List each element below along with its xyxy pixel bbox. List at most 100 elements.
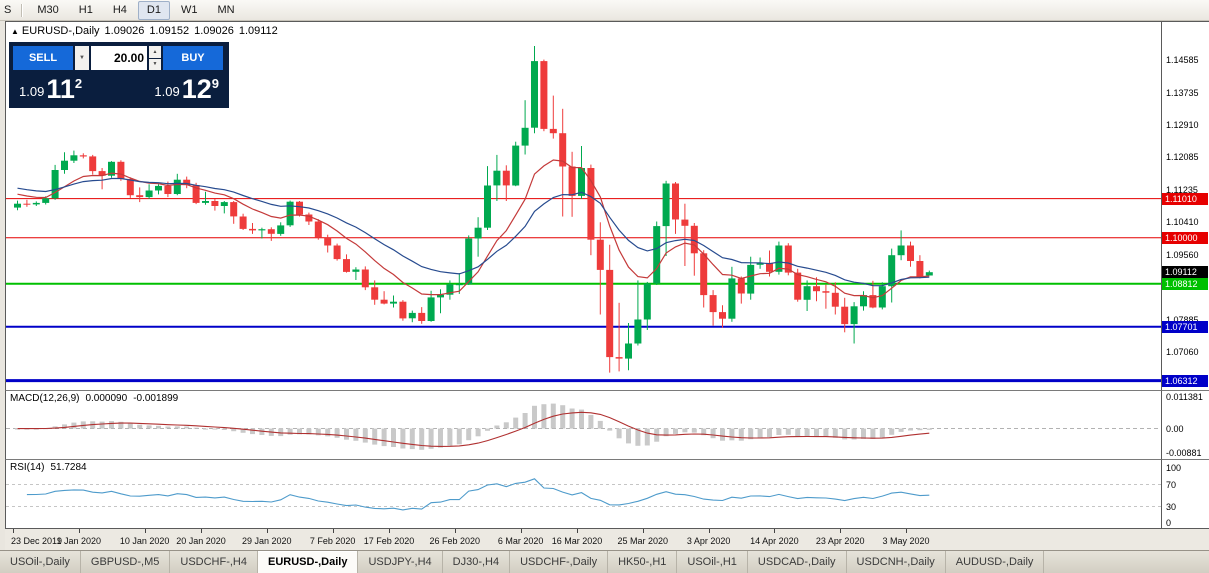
chart-tab-eurusd-daily[interactable]: EURUSD-,Daily bbox=[258, 551, 359, 573]
chart-tab-usdchf-h4[interactable]: USDCHF-,H4 bbox=[170, 551, 258, 573]
chart-tab-usoil-h1[interactable]: USOil-,H1 bbox=[677, 551, 748, 573]
candle-body bbox=[860, 295, 867, 307]
macd-bar bbox=[832, 428, 838, 438]
candle-body bbox=[728, 278, 736, 319]
date-tick bbox=[266, 529, 268, 533]
buy-button[interactable]: BUY bbox=[163, 46, 223, 70]
price-chart[interactable] bbox=[6, 22, 1161, 390]
price-tick: 1.10410 bbox=[1166, 216, 1199, 227]
macd-bar bbox=[240, 428, 246, 433]
sell-button[interactable]: SELL bbox=[13, 46, 73, 70]
candle-body bbox=[831, 292, 839, 307]
candle-body bbox=[813, 286, 820, 292]
candle-body bbox=[502, 170, 510, 186]
macd-bar bbox=[710, 428, 716, 439]
high-value: 1.09152 bbox=[149, 25, 190, 37]
chart-tab-gbpusd-m5[interactable]: GBPUSD-,M5 bbox=[81, 551, 171, 573]
macd-bar bbox=[842, 428, 848, 440]
sell-price-display: 1.09 11 2 bbox=[19, 76, 82, 103]
timeframe-button-s[interactable]: S bbox=[4, 3, 12, 16]
rsi-panel[interactable]: RSI(14) 51.7284 bbox=[5, 459, 1161, 528]
candle-body bbox=[211, 201, 219, 206]
close-value: 1.09112 bbox=[238, 25, 278, 37]
candle-body bbox=[324, 237, 332, 246]
date-label: 20 Jan 2020 bbox=[176, 536, 226, 546]
timeframe-button-h1[interactable]: H1 bbox=[78, 3, 93, 16]
macd-panel[interactable]: MACD(12,26,9) 0.000090 -0.001899 bbox=[5, 390, 1161, 459]
date-tick bbox=[840, 529, 842, 533]
date-label: 14 Apr 2020 bbox=[750, 536, 799, 546]
volume-decrement-button[interactable]: ▼ bbox=[149, 58, 161, 70]
macd-header: MACD(12,26,9) 0.000090 -0.001899 bbox=[10, 393, 178, 404]
candle-body bbox=[42, 198, 50, 203]
macd-bar bbox=[287, 428, 293, 435]
candle-body bbox=[183, 179, 191, 186]
price-chart-panel[interactable]: ▲ EURUSD-,Daily 1.09026 1.09152 1.09026 1.091… bbox=[5, 21, 1161, 390]
chart-tab-audusd-daily[interactable]: AUDUSD-,Daily bbox=[946, 551, 1045, 573]
macd-bar bbox=[785, 428, 791, 435]
timeframe-button-m30[interactable]: M30 bbox=[37, 3, 59, 16]
macd-bar bbox=[127, 423, 133, 429]
macd-bar bbox=[926, 428, 932, 430]
macd-bar bbox=[588, 414, 594, 429]
macd-bar bbox=[626, 428, 631, 444]
date-label: 23 Dec 2019 bbox=[11, 536, 63, 546]
macd-axis-label: 0.011381 bbox=[1166, 392, 1203, 402]
chart-tab-usdcnh-daily[interactable]: USDCNH-,Daily bbox=[847, 551, 946, 573]
macd-chart[interactable] bbox=[6, 391, 1161, 459]
timeframe-button-d1[interactable]: D1 bbox=[137, 0, 170, 20]
collapse-triangle-icon[interactable]: ▲ bbox=[11, 27, 19, 36]
candle-body bbox=[916, 261, 924, 277]
timeframe-button-mn[interactable]: MN bbox=[217, 3, 235, 16]
macd-bar bbox=[381, 428, 387, 447]
date-tick bbox=[454, 529, 456, 533]
chart-tab-usdcad-daily[interactable]: USDCAD-,Daily bbox=[748, 551, 847, 573]
candle-body bbox=[559, 133, 567, 167]
candle-body bbox=[145, 190, 153, 198]
macd-bar bbox=[879, 428, 885, 438]
volume-input[interactable] bbox=[91, 46, 147, 70]
date-label: 26 Feb 2020 bbox=[429, 536, 481, 546]
ohlc-header: ▲ EURUSD-,Daily 1.09026 1.09152 1.09026 1.091… bbox=[11, 25, 278, 37]
macd-bar bbox=[71, 422, 77, 429]
chart-tab-usdjpy-h4[interactable]: USDJPY-,H4 bbox=[358, 551, 443, 573]
macd-bar bbox=[52, 426, 58, 429]
buy-price-big: 12 bbox=[181, 74, 212, 104]
candle-body bbox=[878, 286, 886, 308]
macd-bar bbox=[767, 428, 772, 438]
macd-bar bbox=[156, 425, 161, 429]
rsi-value: 51.7284 bbox=[50, 462, 87, 473]
candle-body bbox=[822, 291, 830, 293]
rsi-line bbox=[26, 478, 930, 511]
timeframe-button-h4[interactable]: H4 bbox=[112, 3, 127, 16]
rsi-chart[interactable] bbox=[6, 460, 1161, 528]
candle-body bbox=[51, 170, 59, 199]
candle-body bbox=[897, 245, 905, 256]
macd-bar bbox=[466, 428, 472, 441]
macd-bar bbox=[494, 425, 500, 429]
candle-body bbox=[371, 287, 379, 300]
chart-tab-dj30-h4[interactable]: DJ30-,H4 bbox=[443, 551, 511, 573]
candle-body bbox=[230, 202, 238, 217]
chart-tab-hk50-h1[interactable]: HK50-,H1 bbox=[608, 551, 678, 573]
candle-body bbox=[108, 161, 115, 176]
date-label: 1 Jan 2020 bbox=[56, 536, 102, 546]
volume-increment-button[interactable]: ▲ bbox=[149, 46, 161, 58]
macd-bar bbox=[306, 428, 312, 435]
macd-bar bbox=[851, 428, 857, 440]
date-label: 16 Mar 2020 bbox=[551, 536, 603, 546]
candle-body bbox=[173, 179, 181, 194]
chevron-down-icon: ▼ bbox=[79, 55, 85, 61]
chart-tab-usoil-daily[interactable]: USOil-,Daily bbox=[0, 551, 81, 573]
price-axis[interactable]: 1.14585 1.13735 1.12910 1.12085 1.11235 1.104… bbox=[1161, 21, 1209, 390]
date-axis[interactable]: 23 Dec 2019 1 Jan 2020 10 Jan 2020 20 Jan 2… bbox=[5, 528, 1209, 550]
chart-tab-usdchf-daily[interactable]: USDCHF-,Daily bbox=[510, 551, 609, 573]
date-label: 17 Feb 2020 bbox=[363, 536, 415, 546]
candle-body bbox=[531, 61, 538, 128]
macd-bar bbox=[419, 428, 425, 450]
macd-bar bbox=[814, 428, 819, 437]
buy-price-display: 1.09 12 9 bbox=[154, 74, 219, 104]
volume-dropdown-button[interactable]: ▼ bbox=[75, 46, 89, 70]
timeframe-button-w1[interactable]: W1 bbox=[180, 3, 198, 16]
macd-bar bbox=[513, 417, 519, 429]
